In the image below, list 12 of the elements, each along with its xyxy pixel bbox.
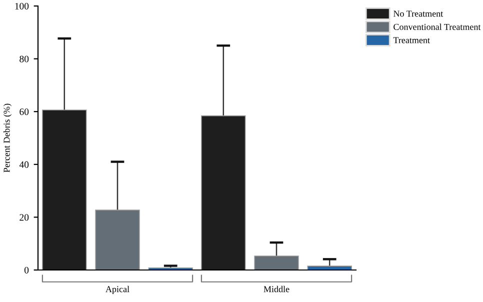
y-tick-label: 20 xyxy=(20,214,29,221)
y-tick-label: 0 xyxy=(24,266,29,274)
y-tick-label: 40 xyxy=(19,161,29,168)
legend-label: No Treatment xyxy=(393,10,444,17)
x-tick-label: Middle xyxy=(264,286,290,292)
y-tick-label: 60 xyxy=(20,108,29,116)
y-tick-label: 100 xyxy=(15,2,29,10)
legend-label: Treatment xyxy=(393,37,430,44)
y-axis-title: Percent Debris (%) xyxy=(3,104,12,172)
x-tick-label: Apical xyxy=(106,286,130,294)
legend-label: Conventional Treatment xyxy=(394,24,481,30)
y-tick-label: 80 xyxy=(20,56,29,62)
